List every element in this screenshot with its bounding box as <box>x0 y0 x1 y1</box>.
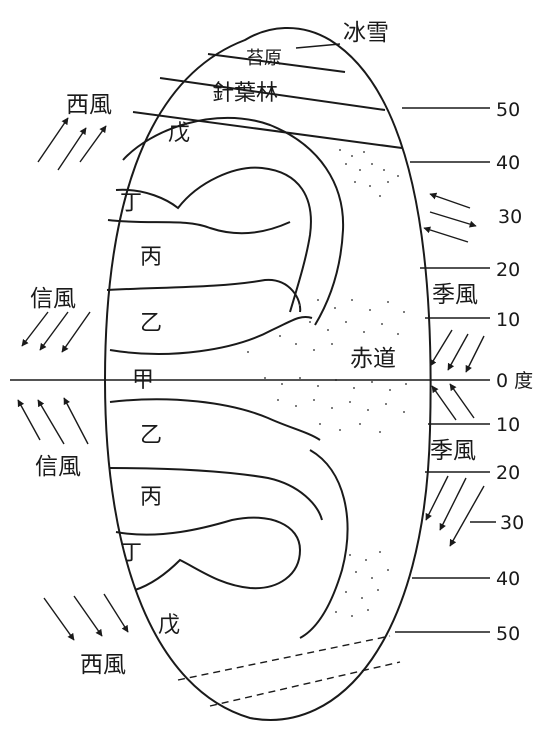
stipple-equatorial <box>247 299 407 433</box>
zone-label-ice-snow: 冰雪 <box>343 20 389 46</box>
wind-label-trade-south: 信風 <box>35 454 81 480</box>
monsoon-south-arrows-upper <box>431 383 475 421</box>
south-bing-boundary <box>115 516 302 591</box>
wind-label-westerly-north: 西風 <box>66 92 112 118</box>
north-ding-boundary <box>115 166 312 313</box>
stipple-north-desert <box>339 149 399 197</box>
south-yi-boundary <box>109 467 323 521</box>
wind-label-trade-north: 信風 <box>30 286 76 312</box>
zone-label-south-bing: 丙 <box>140 485 162 510</box>
monsoon-south-arrows-lower <box>425 475 485 547</box>
wind-label-monsoon-north: 季風 <box>432 282 478 308</box>
lat-label-s20: 20 <box>496 462 520 484</box>
zone-label-south-ding: 丁 <box>120 541 142 566</box>
zone-label-north-wu: 戊 <box>168 121 190 146</box>
conifer-lower-boundary <box>132 111 403 149</box>
westerly-north-arrows <box>37 117 107 171</box>
zone-label-north-ding: 丁 <box>120 191 142 216</box>
monsoon-north-arrows-upper <box>423 192 477 243</box>
south-dashed-boundary-1 <box>177 635 391 681</box>
lat-label-n10: 10 <box>496 309 520 331</box>
tundra-conifer-boundary <box>159 77 386 111</box>
stipple-south-desert <box>335 551 389 617</box>
westerly-south-arrows <box>43 593 129 641</box>
lat-label-s30: 30 <box>500 512 524 534</box>
ice-tundra-boundary <box>207 53 346 73</box>
zone-label-coniferous: 針葉林 <box>212 81 278 106</box>
trade-north-arrows <box>21 311 91 353</box>
wind-label-monsoon-south: 季風 <box>430 438 476 464</box>
continent-outline <box>103 27 432 721</box>
zone-label-south-yi: 乙 <box>140 423 162 448</box>
north-wu-boundary <box>122 116 345 326</box>
zone-label-north-yi: 乙 <box>140 311 162 336</box>
north-bing-boundary <box>107 219 291 235</box>
zone-label-south-wu: 戊 <box>158 613 180 638</box>
south-ding-boundary <box>299 449 349 639</box>
lat-label-n50: 50 <box>496 99 520 121</box>
lat-label-s50: 50 <box>496 623 520 645</box>
lat-label-n30: 30 <box>498 206 522 228</box>
zone-label-north-bing: 丙 <box>140 245 162 270</box>
lat-label-s40: 40 <box>496 568 520 590</box>
north-jia-boundary <box>109 316 313 355</box>
zone-label-tundra: 苔原 <box>246 48 282 69</box>
lat-label-n20: 20 <box>496 259 520 281</box>
lat-label-equator: 0 度 <box>496 370 533 392</box>
trade-south-arrows <box>17 397 89 445</box>
monsoon-north-arrows-lower <box>429 329 485 373</box>
lat-label-n40: 40 <box>496 152 520 174</box>
lat-label-s10: 10 <box>496 414 520 436</box>
ice-snow-leader <box>295 43 341 49</box>
north-yi-boundary <box>106 278 302 313</box>
south-jia-boundary <box>109 398 321 441</box>
zone-label-equator: 赤道 <box>350 346 396 372</box>
zone-label-jia: 甲 <box>132 368 154 393</box>
wind-label-westerly-south: 西風 <box>80 652 126 678</box>
south-dashed-boundary-2 <box>209 661 401 707</box>
